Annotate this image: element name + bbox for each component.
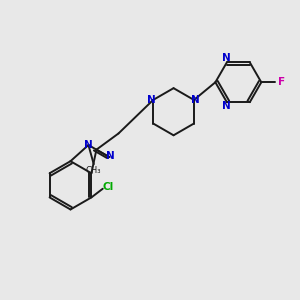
Text: N: N xyxy=(106,151,115,160)
Text: N: N xyxy=(147,95,156,105)
Text: N: N xyxy=(222,53,231,63)
Text: Cl: Cl xyxy=(102,182,114,192)
Text: N: N xyxy=(84,140,93,150)
Text: CH₃: CH₃ xyxy=(86,166,101,175)
Text: F: F xyxy=(278,77,285,87)
Text: N: N xyxy=(191,95,200,105)
Text: N: N xyxy=(222,101,231,111)
